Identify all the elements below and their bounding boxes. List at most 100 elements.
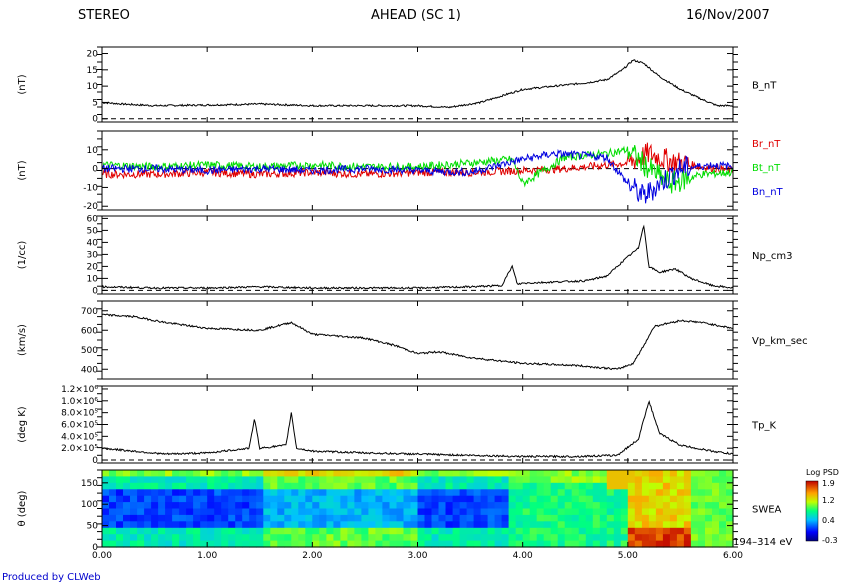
heatmap-cell <box>613 489 622 497</box>
heatmap-cell <box>361 527 369 535</box>
heatmap-cell <box>571 534 580 542</box>
heatmap-cell <box>193 514 201 522</box>
heatmap-cell <box>137 534 145 542</box>
heatmap-cell <box>340 540 348 548</box>
heatmap-cell <box>557 502 566 510</box>
heatmap-cell <box>305 502 313 510</box>
heatmap-cell <box>144 482 152 490</box>
heatmap-cell <box>592 495 601 503</box>
series-label: Bt_nT <box>752 163 781 174</box>
heatmap-cell <box>452 540 461 548</box>
heatmap-cell <box>515 540 524 548</box>
heatmap-cell <box>305 514 313 522</box>
heatmap-cell <box>102 521 110 529</box>
heatmap-cell <box>137 514 145 522</box>
heatmap-cell <box>214 521 222 529</box>
heatmap-cell <box>564 527 573 535</box>
heatmap-cell <box>480 502 489 510</box>
heatmap-cell <box>627 521 636 529</box>
heatmap-cell <box>501 521 510 529</box>
heatmap-cell <box>641 521 650 529</box>
heatmap-cell <box>571 540 580 548</box>
heatmap-cell <box>151 476 159 484</box>
heatmap-cell <box>361 521 369 529</box>
heatmap-cell <box>354 521 362 529</box>
heatmap-cell <box>550 508 559 516</box>
heatmap-cell <box>719 508 727 516</box>
heatmap-cell <box>389 502 398 510</box>
heatmap-cell <box>410 482 419 490</box>
y-tick-label: 10 <box>87 146 99 156</box>
colorbar-scale <box>805 480 819 542</box>
heatmap-cell <box>620 470 629 477</box>
heatmap-cell <box>634 527 643 535</box>
heatmap-cell <box>690 534 699 542</box>
heatmap-label: SWEA <box>752 505 782 516</box>
heatmap-cell <box>613 521 622 529</box>
heatmap-cell <box>340 502 348 510</box>
heatmap-cell <box>606 476 615 484</box>
heatmap-cell <box>726 476 734 484</box>
heatmap-cell <box>368 502 376 510</box>
heatmap-cell <box>410 489 419 497</box>
heatmap-cell <box>620 476 629 484</box>
heatmap-cell <box>536 534 545 542</box>
heatmap-cell <box>655 521 664 529</box>
heatmap-cell <box>172 482 180 490</box>
heatmap-cell <box>221 476 229 484</box>
heatmap-cell <box>333 534 341 542</box>
heatmap-cell <box>473 476 482 484</box>
heatmap-cell <box>557 470 566 477</box>
heatmap-cell <box>340 495 348 503</box>
heatmap-cell <box>494 476 503 484</box>
heatmap-cell <box>641 495 650 503</box>
heatmap-cell <box>564 489 573 497</box>
heatmap-cell <box>487 527 496 535</box>
heatmap-cell <box>123 495 131 503</box>
heatmap-cell <box>424 527 433 535</box>
heatmap-cell <box>473 527 482 535</box>
heatmap-cell <box>158 508 166 516</box>
heatmap-cell <box>487 521 496 529</box>
heatmap-cell <box>137 527 145 535</box>
heatmap-cell <box>249 476 257 484</box>
heatmap-cell <box>347 521 355 529</box>
heatmap-cell <box>473 540 482 548</box>
heatmap-cell <box>417 502 426 510</box>
heatmap-cell <box>697 521 706 529</box>
heatmap-cell <box>683 476 692 484</box>
heatmap-cell <box>368 482 376 490</box>
heatmap-cell <box>319 502 327 510</box>
heatmap-cell <box>158 495 166 503</box>
heatmap-cell <box>102 540 110 548</box>
heatmap-cell <box>123 502 131 510</box>
heatmap-cell <box>585 508 594 516</box>
heatmap-cell <box>683 514 692 522</box>
heatmap-cell <box>585 495 594 503</box>
heatmap-cell <box>326 476 334 484</box>
heatmap-cell <box>305 521 313 529</box>
heatmap-cell <box>726 540 734 548</box>
heatmap-cell <box>648 482 657 490</box>
heatmap-cell <box>473 521 482 529</box>
y-tick-label: 8.0×10⁵ <box>61 409 98 419</box>
heatmap-cell <box>151 508 159 516</box>
heatmap-cell <box>473 534 482 542</box>
heatmap-cell <box>690 502 699 510</box>
heatmap-cell <box>515 482 524 490</box>
heatmap-cell <box>648 502 657 510</box>
heatmap-cell <box>613 495 622 503</box>
heatmap-cell <box>221 502 229 510</box>
heatmap-cell <box>228 514 236 522</box>
heatmap-cell <box>116 470 124 477</box>
x-tick-label: 6.00 <box>723 551 743 561</box>
heatmap-cell <box>641 514 650 522</box>
y-tick-label: 50 <box>87 522 99 532</box>
heatmap-cell <box>340 527 348 535</box>
heatmap-cell <box>705 476 713 484</box>
heatmap-cell <box>501 534 510 542</box>
heatmap-cell <box>508 489 517 497</box>
heatmap-cell <box>585 521 594 529</box>
heatmap-cell <box>179 502 187 510</box>
heatmap-cell <box>333 489 341 497</box>
